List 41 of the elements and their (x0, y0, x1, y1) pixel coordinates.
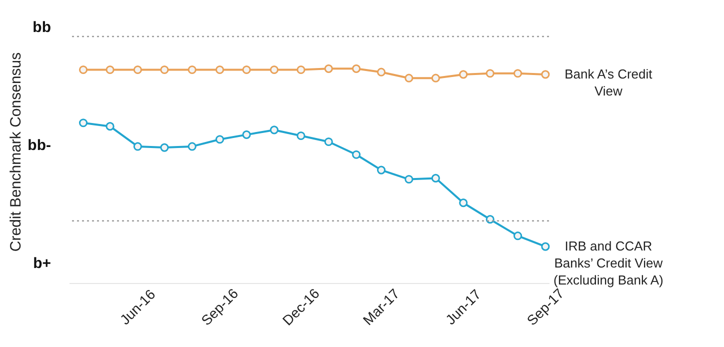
point (352, 150, 361, 159)
point (352, 64, 361, 73)
point (513, 232, 522, 240)
point (431, 174, 440, 182)
point (404, 174, 414, 184)
point (188, 65, 196, 74)
point (486, 69, 494, 78)
point (541, 70, 550, 79)
series-label: IRB and CCAR Banks’ Credit View (Excluding Bank A) (554, 238, 664, 288)
point (513, 69, 522, 78)
point (188, 142, 196, 151)
point (160, 65, 169, 74)
point (242, 65, 251, 74)
point (376, 166, 386, 174)
point (78, 118, 88, 128)
text: b+ (33, 255, 52, 272)
point (133, 142, 142, 151)
point (459, 198, 468, 208)
text: bb- (28, 137, 51, 154)
text: bb (32, 19, 51, 36)
point (133, 65, 142, 74)
point (242, 130, 251, 139)
point (270, 65, 278, 74)
point (160, 143, 169, 152)
point (296, 131, 306, 140)
point (459, 70, 468, 79)
point (404, 74, 414, 82)
series-label: Bank A’s Credit View (564, 66, 653, 98)
point (106, 65, 114, 74)
point (541, 242, 550, 251)
point (270, 126, 278, 134)
point (215, 135, 224, 144)
point (215, 65, 224, 74)
point (78, 65, 88, 74)
y-axis-title: Credit Benchmark Consensus (8, 52, 24, 252)
point (376, 68, 386, 76)
point (431, 74, 440, 82)
point (324, 137, 333, 146)
point (106, 122, 114, 131)
point (324, 64, 333, 73)
point (296, 65, 306, 74)
